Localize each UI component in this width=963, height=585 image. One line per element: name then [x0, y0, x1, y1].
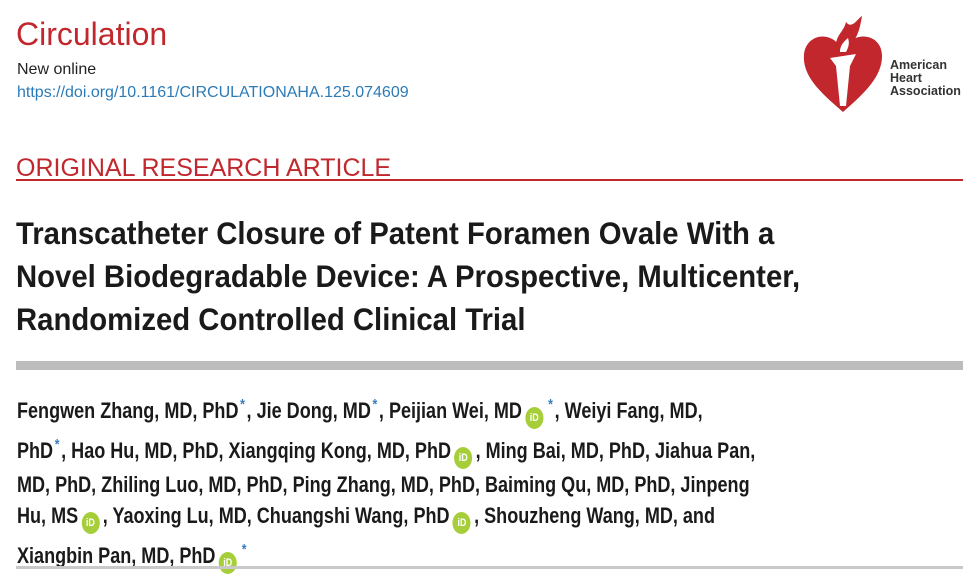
aha-logo[interactable]: American Heart Association: [800, 14, 963, 114]
equal-contribution-marker[interactable]: *: [54, 436, 60, 453]
orcid-icon[interactable]: iD: [525, 407, 544, 429]
journal-name[interactable]: Circulation: [16, 16, 168, 52]
equal-contribution-marker[interactable]: *: [241, 541, 247, 558]
equal-contribution-marker[interactable]: *: [548, 396, 553, 413]
equal-contribution-marker[interactable]: *: [372, 396, 378, 413]
title-line: Transcatheter Closure of Patent Foramen …: [16, 215, 775, 251]
author-text[interactable]: , Hao Hu, MD, PhD, Xiangqing Kong, MD, P…: [61, 438, 451, 463]
author-text[interactable]: , Jie Dong, MD: [246, 398, 371, 423]
author-line: PhD *, Hao Hu, MD, PhD, Xiangqing Kong, M…: [17, 429, 755, 469]
author-text[interactable]: Hu, MS: [17, 503, 79, 528]
heart-torch-icon: [803, 16, 882, 112]
article-title: Transcatheter Closure of Patent Foramen …: [16, 212, 859, 341]
divider: [16, 179, 963, 181]
article-type: ORIGINAL RESEARCH ARTICLE: [16, 154, 392, 182]
author-text[interactable]: , Shouzheng Wang, MD, and: [474, 503, 715, 528]
divider: [16, 361, 963, 370]
orcid-icon[interactable]: iD: [218, 552, 237, 574]
author-text[interactable]: , Ming Bai, MD, PhD, Jiahua Pan,: [475, 438, 756, 463]
publication-status: New online: [17, 61, 97, 78]
author-list: Fengwen Zhang, MD, PhD *, Jie Dong, MD *, …: [17, 389, 917, 574]
logo-text: American Heart Association: [890, 58, 961, 98]
author-text[interactable]: , Peijian Wei, MD: [378, 398, 522, 423]
author-text[interactable]: MD, PhD, Zhiling Luo, MD, PhD, Ping Zhan…: [17, 472, 750, 497]
divider: [16, 566, 963, 569]
doi-link[interactable]: https://doi.org/10.1161/CIRCULATIONAHA.1…: [17, 84, 409, 101]
title-line: Randomized Controlled Clinical Trial: [16, 301, 526, 337]
orcid-icon[interactable]: iD: [454, 447, 473, 469]
author-line: Hu, MS iD, Yaoxing Lu, MD, Chuangshi Wang…: [17, 500, 755, 534]
orcid-icon[interactable]: iD: [452, 512, 471, 534]
author-text[interactable]: , Yaoxing Lu, MD, Chuangshi Wang, PhD: [102, 503, 450, 528]
author-text[interactable]: Fengwen Zhang, MD, PhD: [17, 398, 239, 423]
equal-contribution-marker[interactable]: *: [240, 396, 245, 413]
author-line: Fengwen Zhang, MD, PhD *, Jie Dong, MD *, …: [17, 389, 755, 429]
author-line: Xiangbin Pan, MD, PhD iD*: [17, 534, 755, 574]
author-text[interactable]: , Weiyi Fang, MD,: [554, 398, 703, 423]
orcid-icon[interactable]: iD: [81, 512, 100, 534]
author-text[interactable]: PhD: [17, 438, 54, 463]
title-line: Novel Biodegradable Device: A Prospectiv…: [16, 258, 801, 294]
author-text[interactable]: Xiangbin Pan, MD, PhD: [17, 543, 216, 568]
author-line: MD, PhD, Zhiling Luo, MD, PhD, Ping Zhan…: [17, 469, 755, 500]
